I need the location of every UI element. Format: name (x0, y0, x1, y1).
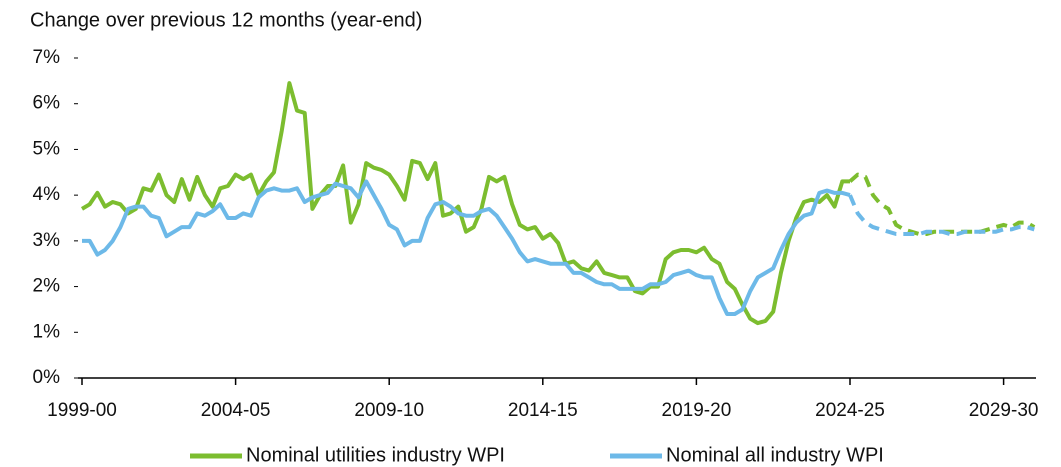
x-tick-label: 2014-15 (508, 400, 578, 421)
legend-text: Nominal utilities industry WPI (246, 444, 505, 466)
series-line (80, 81, 850, 326)
y-tick-label: 1% (33, 321, 61, 342)
x-tick-label: 2009-10 (354, 400, 424, 421)
y-tick-label: 5% (33, 138, 61, 159)
y-tick-label: 2% (33, 276, 61, 297)
projection-line (848, 172, 1036, 236)
x-tick-label: 2019-20 (662, 400, 732, 421)
series-line (82, 179, 851, 316)
x-tick-label: 2029-30 (969, 400, 1039, 421)
x-tick-label: 1999-00 (47, 400, 117, 421)
y-tick-label: 3% (33, 230, 61, 251)
legend-text: Nominal all industry WPI (666, 444, 884, 466)
y-tick-label: 0% (33, 367, 61, 388)
y-tick-label: 7% (33, 47, 61, 68)
y-tick-label: 6% (33, 93, 61, 114)
x-tick-label: 2024-25 (815, 400, 885, 421)
y-axis-title: Change over previous 12 months (year-end… (30, 9, 422, 31)
y-tick-label: 4% (33, 184, 61, 205)
x-tick-label: 2004-05 (201, 400, 271, 421)
projection-line (848, 194, 1035, 236)
